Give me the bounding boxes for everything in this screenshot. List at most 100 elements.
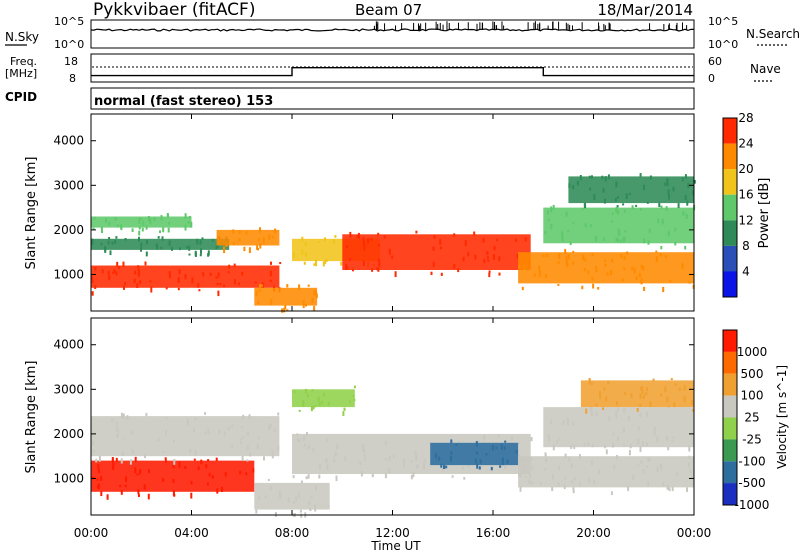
velocity-echo — [632, 474, 635, 480]
power-echo — [682, 211, 685, 216]
power-echo — [107, 272, 110, 275]
power-echo — [345, 265, 348, 271]
velocity-echo — [686, 487, 688, 493]
velocity-echo — [441, 467, 444, 472]
power-echo — [334, 235, 337, 238]
velocity-echo — [126, 415, 129, 420]
power-echo — [216, 245, 219, 248]
velocity-echo — [570, 463, 573, 468]
power-echo — [303, 261, 306, 265]
velocity-echo — [660, 393, 663, 397]
power-echo — [349, 258, 352, 261]
velocity-echo — [646, 411, 649, 417]
noise-right-tick-bottom: 10^0 — [708, 38, 738, 51]
velocity-echo — [157, 437, 160, 442]
power-echo — [432, 261, 435, 267]
power-echo — [664, 182, 667, 186]
power-echo — [114, 240, 117, 245]
velocity-echo — [197, 466, 200, 470]
power-colorbar-tick-label: 24 — [738, 137, 753, 151]
power-echo — [257, 301, 260, 304]
velocity-echo — [302, 401, 305, 407]
power-echo — [184, 224, 187, 231]
power-echo — [142, 220, 145, 226]
power-echo — [114, 217, 117, 221]
power-echo — [108, 237, 111, 240]
velocity-echo — [147, 469, 150, 473]
velocity-echo — [123, 437, 126, 440]
velocity-echo — [362, 448, 365, 453]
velocity-echo — [388, 467, 391, 474]
noise-frame — [90, 19, 695, 49]
power-echo — [238, 230, 241, 234]
velocity-echo — [325, 457, 328, 463]
power-echo — [171, 247, 173, 251]
velocity-y-tick-label: 3000 — [53, 382, 84, 396]
velocity-echo — [564, 453, 567, 458]
power-echo — [270, 299, 273, 306]
power-echo — [483, 258, 486, 264]
power-echo — [107, 240, 110, 245]
velocity-echo — [189, 449, 192, 454]
power-echo — [638, 272, 641, 278]
power-echo — [576, 180, 579, 186]
power-echo — [623, 255, 626, 260]
velocity-echo — [162, 478, 165, 482]
power-echo — [138, 230, 141, 236]
velocity-echo — [364, 458, 366, 461]
velocity-echo — [246, 432, 249, 436]
power-echo — [615, 207, 618, 213]
power-echo — [681, 177, 684, 182]
velocity-band — [254, 482, 330, 510]
velocity-echo — [616, 436, 619, 441]
velocity-echo — [388, 455, 391, 462]
power-echo — [238, 238, 241, 242]
velocity-echo — [255, 509, 258, 514]
velocity-echo — [303, 435, 306, 442]
velocity-echo — [273, 428, 276, 432]
power-echo — [568, 183, 571, 189]
velocity-echo — [295, 496, 298, 502]
velocity-echo — [567, 419, 569, 426]
velocity-echo — [279, 493, 282, 499]
power-echo — [684, 174, 687, 179]
power-echo — [622, 203, 625, 206]
x-tick-label: 04:00 — [174, 526, 209, 540]
power-echo — [122, 261, 125, 267]
velocity-echo — [583, 443, 586, 447]
velocity-echo — [664, 386, 667, 393]
velocity-echo — [628, 449, 631, 456]
velocity-echo — [131, 430, 134, 435]
power-echo — [298, 284, 301, 290]
power-echo — [640, 208, 642, 211]
power-echo — [677, 203, 680, 208]
velocity-echo — [455, 443, 458, 446]
power-echo — [184, 275, 187, 280]
power-echo — [259, 242, 262, 249]
power-echo — [363, 243, 366, 246]
velocity-echo — [666, 485, 669, 490]
velocity-echo — [595, 403, 598, 407]
power-echo — [378, 258, 380, 262]
power-echo — [594, 235, 597, 242]
velocity-echo — [184, 465, 187, 470]
velocity-echo — [384, 458, 387, 461]
velocity-echo — [403, 461, 406, 468]
power-echo — [621, 278, 624, 282]
freq-right-tick-top: 60 — [708, 55, 722, 68]
velocity-echo — [99, 456, 101, 461]
velocity-echo — [602, 407, 605, 410]
velocity-echo — [258, 496, 261, 500]
velocity-echo — [416, 464, 419, 469]
velocity-echo — [451, 475, 454, 478]
time-axis: 00:00 04:00 08:00 12:00 16:00 20:00 00:00 — [74, 114, 711, 540]
velocity-echo — [450, 439, 453, 444]
power-colorbar-swatch — [723, 143, 737, 170]
power-echo — [167, 227, 170, 233]
velocity-echo — [271, 454, 274, 459]
velocity-echo — [326, 464, 329, 469]
velocity-echo — [412, 471, 415, 478]
power-colorbar-tick-label: 8 — [742, 239, 750, 253]
power-echo — [672, 186, 675, 192]
